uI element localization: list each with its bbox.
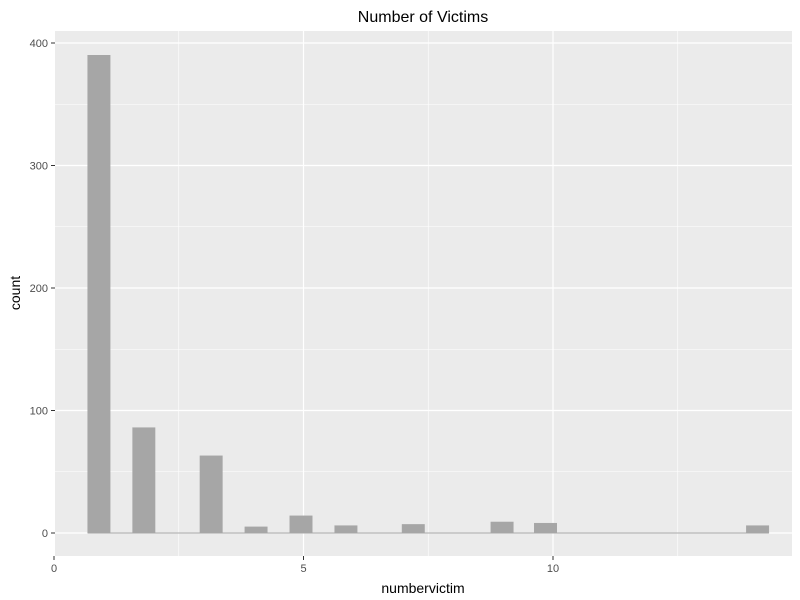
y-tick-label: 0 [42, 528, 48, 540]
histogram-bar [199, 455, 223, 534]
histogram-bar [87, 55, 111, 534]
major-gridlines [53, 31, 792, 556]
histogram-bar [244, 526, 268, 534]
histogram-bar [534, 522, 557, 534]
minor-gridlines [55, 31, 792, 556]
chart-title: Number of Victims [358, 9, 488, 26]
x-tick-label: 5 [300, 563, 306, 575]
y-tick-label: 300 [30, 161, 48, 173]
bars [87, 55, 770, 534]
histogram-bar [746, 525, 770, 534]
y-axis-ticks: 0 100 200 300 400 [30, 38, 55, 540]
x-tick-label: 10 [547, 563, 559, 575]
histogram-bar [490, 521, 514, 534]
y-tick-label: 100 [30, 406, 48, 418]
plot-panel [55, 31, 792, 556]
y-axis-title: count [7, 276, 23, 310]
histogram-bar [132, 427, 156, 534]
histogram-bar [289, 515, 313, 534]
histogram-bar [401, 524, 425, 534]
y-tick-label: 200 [30, 283, 48, 295]
y-tick-label: 400 [30, 38, 48, 50]
x-tick-label: 0 [51, 563, 57, 575]
x-axis-ticks: 0 5 10 [51, 556, 559, 575]
histogram-bar [334, 525, 358, 534]
x-axis-title: numbervictim [381, 580, 464, 596]
